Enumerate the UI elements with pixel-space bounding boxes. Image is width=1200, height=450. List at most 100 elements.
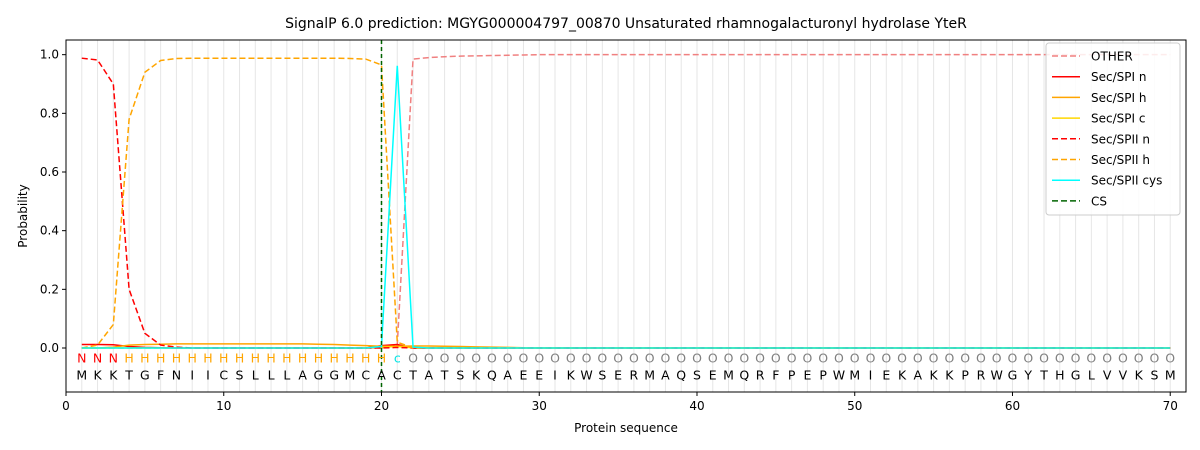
annotation-letter: O (1008, 351, 1018, 366)
y-tick-label: 1.0 (40, 48, 59, 62)
annotation-letter: O (708, 351, 718, 366)
annotation-letter: O (1118, 351, 1128, 366)
x-axis-ticks: 0 10 20 30 40 50 60 70 (62, 392, 1178, 413)
y-tick-label: 0.8 (40, 106, 59, 120)
chart-title: SignalP 6.0 prediction: MGYG000004797_00… (285, 16, 967, 32)
annotation-letter: O (629, 351, 639, 366)
y-tick-label: 0.2 (40, 282, 59, 296)
annotation-letter: O (408, 351, 418, 366)
sequence-letter: N (172, 367, 181, 382)
vertical-gridlines (81, 40, 1171, 392)
sequence-letter: M (644, 367, 655, 382)
x-tick-label: 30 (532, 399, 547, 413)
annotation-letter: c (394, 351, 401, 366)
legend-label: OTHER (1091, 50, 1133, 64)
annotation-letter: O (424, 351, 434, 366)
sequence-letter: H (1055, 367, 1064, 382)
annotation-letter: O (1023, 351, 1033, 366)
x-tick-label: 70 (1163, 399, 1178, 413)
annotation-letter: H (156, 351, 165, 366)
sequence-letter: I (869, 367, 873, 382)
sequence-letter: A (503, 367, 512, 382)
legend-label: Sec/SPII cys (1091, 174, 1162, 188)
annotation-letter: N (109, 351, 118, 366)
annotation-letter: O (582, 351, 592, 366)
annotation-letter: H (251, 351, 260, 366)
sequence-letter: G (1071, 367, 1081, 382)
series-sec-spii-h-line (81, 57, 1171, 349)
x-tick-label: 0 (62, 399, 70, 413)
legend-label: Sec/SPI n (1091, 70, 1146, 84)
sequence-letter: W (833, 367, 845, 382)
annotation-letter: O (787, 351, 797, 366)
sequence-letter: P (961, 367, 969, 382)
sequence-letter: T (440, 367, 449, 382)
annotation-letter: O (455, 351, 465, 366)
sequence-letter: A (425, 367, 434, 382)
annotation-letter: N (77, 351, 86, 366)
annotation-letter: O (818, 351, 828, 366)
legend-label: Sec/SPII h (1091, 153, 1150, 167)
sequence-letter: M (1165, 367, 1176, 382)
sequence-letter: P (819, 367, 827, 382)
y-axis-label: Probability (16, 184, 30, 247)
sequence-letter: K (472, 367, 481, 382)
annotation-letter: O (897, 351, 907, 366)
annotation-letter: H (187, 351, 196, 366)
sequence-letter: M (76, 367, 87, 382)
sequence-letter: T (1039, 367, 1048, 382)
annotation-letter: O (1134, 351, 1144, 366)
sequence-letter: S (456, 367, 464, 382)
sequence-letter: S (1150, 367, 1158, 382)
annotation-letter: O (597, 351, 607, 366)
sequence-letter: W (991, 367, 1003, 382)
annotation-letter: O (755, 351, 765, 366)
annotation-letter: O (866, 351, 876, 366)
annotation-letter: H (172, 351, 181, 366)
annotation-letter: O (471, 351, 481, 366)
sequence-letter: L (1088, 367, 1095, 382)
annotation-letter: O (566, 351, 576, 366)
annotation-letter: H (345, 351, 354, 366)
annotation-letter: O (550, 351, 560, 366)
annotation-letter: O (661, 351, 671, 366)
sequence-letter: K (93, 367, 102, 382)
sequence-letter: K (567, 367, 576, 382)
annotation-letter: O (976, 351, 986, 366)
sequence-letter: T (408, 367, 417, 382)
sequence-letter: K (898, 367, 907, 382)
sequence-letter: R (756, 367, 765, 382)
annotation-letter: H (124, 351, 133, 366)
legend: OTHER Sec/SPI n Sec/SPI h Sec/SPI c Sec/SPII… (1045, 42, 1181, 216)
annotation-letter: O (850, 351, 860, 366)
x-axis-label: Protein sequence (574, 421, 678, 435)
series-other-line (81, 53, 1171, 349)
annotation-letter: O (724, 351, 734, 366)
annotation-letter: O (1055, 351, 1065, 366)
sequence-letter: G (314, 367, 324, 382)
sequence-letter: L (283, 367, 290, 382)
annotation-letter: O (881, 351, 891, 366)
sequence-letter: E (520, 367, 528, 382)
annotation-letter: O (992, 351, 1002, 366)
sequence-letter: A (661, 367, 670, 382)
legend-label: Sec/SPI h (1091, 91, 1146, 105)
sequence-letter: L (268, 367, 275, 382)
sequence-letter: C (219, 367, 228, 382)
annotation-letter: O (929, 351, 939, 366)
sequence-letter: E (709, 367, 717, 382)
plot-lines (81, 40, 1171, 392)
sequence-letter: S (236, 367, 244, 382)
sequence-letter: W (580, 367, 592, 382)
annotation-letter: O (645, 351, 655, 366)
sequence-letter: V (1103, 367, 1112, 382)
sequence-letter: E (803, 367, 811, 382)
series-sec-spii-n-line (81, 57, 1171, 349)
legend-label: Sec/SPII n (1091, 132, 1150, 146)
x-tick-label: 60 (1005, 399, 1020, 413)
sequence-letter: F (157, 367, 164, 382)
sequence-letter: G (329, 367, 339, 382)
